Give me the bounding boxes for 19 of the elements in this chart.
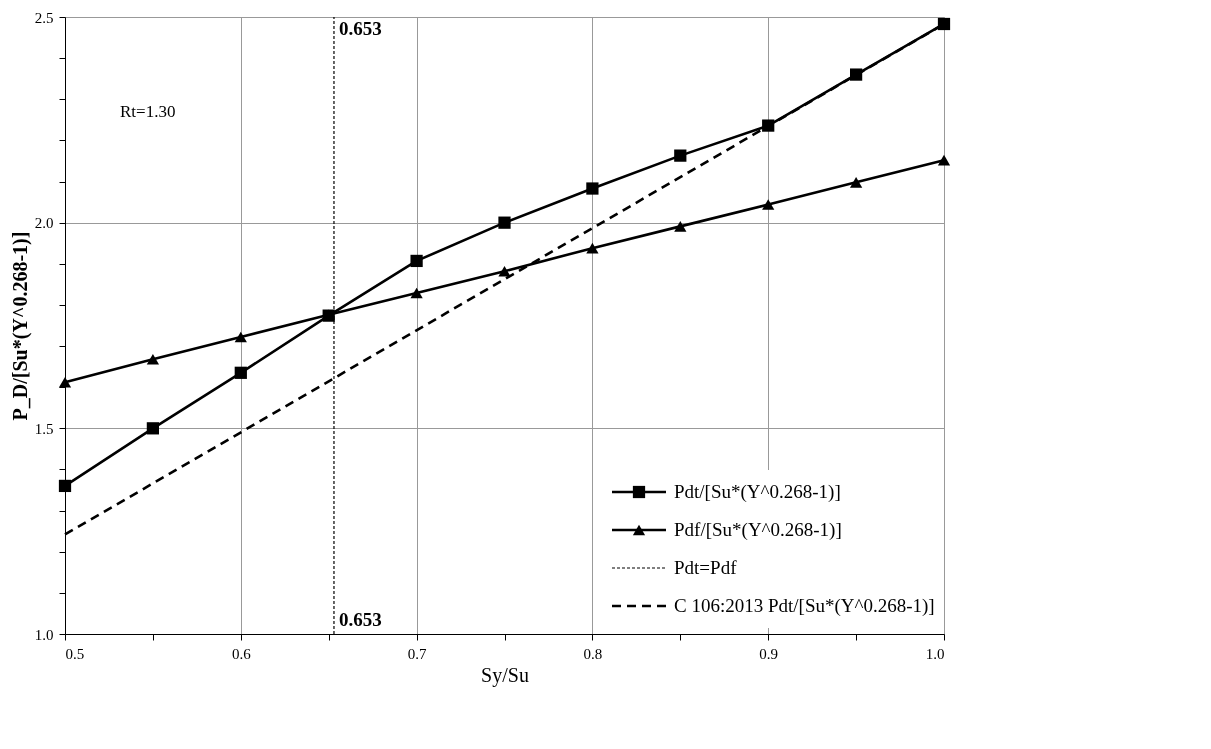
y-tick-label: 1.5 [34,420,54,437]
y-tick-label: 1.0 [34,626,54,643]
annotation: Rt=1.30 [120,102,176,121]
x-tick-label: 0.8 [583,645,603,662]
x-axis-title: Sy/Su [481,663,529,687]
legend-label: C 106:2013 Pdt/[Su*(Y^0.268-1)] [674,595,935,617]
x-tick-label: 1.0 [925,645,945,662]
x-tick-label: 0.5 [65,645,85,662]
annotation: 0.653 [338,18,382,39]
x-tick-label: 0.7 [407,645,427,662]
legend-label: Pdt/[Su*(Y^0.268-1)] [674,481,841,503]
y-tick-label: 2.5 [34,9,54,26]
y-axis-title: P_D/[Su*(Y^0.268-1)] [8,231,32,421]
y-tick-label: 2.0 [34,215,54,232]
legend-label: Pdf/[Su*(Y^0.268-1)] [674,519,842,541]
x-tick-label: 0.6 [231,645,252,662]
annotation: 0.653 [338,609,382,630]
x-tick-label: 0.9 [759,645,779,662]
legend-label: Pdt=Pdf [674,557,738,578]
